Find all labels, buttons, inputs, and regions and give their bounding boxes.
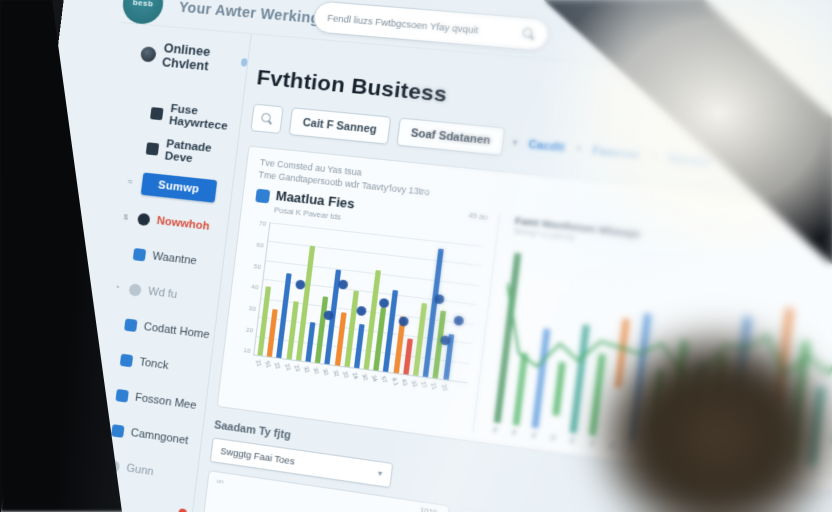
folder-icon <box>150 106 164 120</box>
app-logo[interactable]: besb <box>120 0 166 25</box>
sidebar-button-sumwp[interactable]: Sumwp <box>140 171 217 203</box>
candle-x-tick <box>512 428 517 435</box>
candle-x-tick <box>531 431 536 438</box>
monitor-bezel-corner <box>552 292 832 512</box>
bar-15 <box>402 337 413 376</box>
sidebar-item-label: Patnade Deve <box>164 137 213 165</box>
account-menu[interactable]: Onlinee Chvlent <box>139 39 249 77</box>
sidebar-item-label: Nowwhoh <box>156 214 211 233</box>
database-icon <box>145 141 160 156</box>
bar-chart-plot <box>253 222 485 384</box>
filter-select-value: Swggtg Faai Toes <box>219 445 296 467</box>
toolbar-aast-button[interactable]: Aast <box>763 161 796 177</box>
pie-corner-label-right: 1019 <box>419 507 437 512</box>
search-icon <box>522 28 536 41</box>
y-tick-label: 70 <box>258 221 267 229</box>
search-input[interactable]: Fendl liuzs Fwtbgcsoen Yfay qvquit <box>326 12 480 36</box>
sales-bar-chart: 70 60 50 40 30 20 10 <box>237 221 485 384</box>
bar-10 <box>353 323 365 369</box>
sidebar-prefix-icon <box>108 322 118 323</box>
app-logo-text: besb <box>132 0 154 9</box>
sidebar-prefix-icon: $ <box>123 212 129 222</box>
user-icon <box>128 282 142 297</box>
sidebar-prefix-icon: ≈ <box>127 176 133 187</box>
bar-panel-meta: 49 au <box>467 212 489 222</box>
candle-x-tick <box>492 426 497 432</box>
chevron-down-icon[interactable]: ▾ <box>651 150 658 162</box>
toolbar-cacdtt-button[interactable]: Cacdtt <box>525 138 567 155</box>
toolbar-b-ga-button[interactable]: B ga <box>722 157 755 173</box>
waves-icon <box>255 188 271 204</box>
sidebar-item-label: Wd fu <box>147 285 178 301</box>
category-donut-chart <box>198 501 424 512</box>
sidebar-prefix-icon: ◔ <box>114 282 121 293</box>
sidebar-item-label: Codatt Home <box>143 320 211 341</box>
y-tick-label: 60 <box>256 242 264 250</box>
wallet-icon <box>137 212 151 226</box>
y-tick-label: 40 <box>250 284 259 292</box>
account-label: Onlinee Chvlent <box>161 41 212 74</box>
sidebar-item-label: Tonck <box>138 355 170 372</box>
search-icon <box>261 113 274 125</box>
chevron-down-icon: ▾ <box>377 468 383 479</box>
sidebar-item-label: Waantne <box>151 249 198 268</box>
search-button[interactable] <box>250 103 284 135</box>
sidebar-item-label: Gunn <box>125 461 155 478</box>
toolbar-soaf-sdatanen-button[interactable]: Soaf Sdatanen <box>396 117 506 157</box>
chevron-down-icon[interactable]: ▾ <box>511 136 519 148</box>
toolbar-sasane-button[interactable]: Sasane <box>665 151 714 169</box>
user-avatar-icon <box>139 45 157 63</box>
sidebar-item-label: Camngonet <box>130 426 190 447</box>
y-tick-label: 10 <box>243 348 251 356</box>
chevron-down-icon[interactable]: ▾ <box>575 142 582 155</box>
y-tick-label: 20 <box>245 327 254 335</box>
home-icon <box>124 317 138 332</box>
pin-icon <box>115 388 129 403</box>
sidebar-prefix-icon <box>130 146 140 147</box>
toolbar-cait-f-sanneg-button[interactable]: Cait F Sanneg <box>288 107 392 145</box>
pie-corner-label-left: un <box>216 478 224 486</box>
sidebar-prefix-icon <box>104 357 114 358</box>
status-dot-icon <box>240 58 248 67</box>
toolbar-faasnae-button[interactable]: Faasnae <box>590 144 644 162</box>
bar-chart-section: Maatlua Fies Posai K Pavear tds 49 au 70… <box>230 187 501 433</box>
sidebar-prefix-icon <box>117 251 127 252</box>
sidebar-prefix-icon <box>134 111 144 112</box>
brand-name: Your Awter Werking <box>178 0 322 26</box>
chart-icon <box>132 247 147 261</box>
bar-5 <box>305 321 316 363</box>
sidebar-item-label: Fosson Mee <box>134 390 198 412</box>
y-tick-label: 30 <box>248 306 256 314</box>
y-tick-label: 50 <box>253 263 262 271</box>
notification-dot <box>178 508 188 512</box>
settings-icon <box>111 423 125 438</box>
sidebar-item-label: Fuse Haywrtece <box>168 102 229 133</box>
doc-icon <box>119 353 134 367</box>
